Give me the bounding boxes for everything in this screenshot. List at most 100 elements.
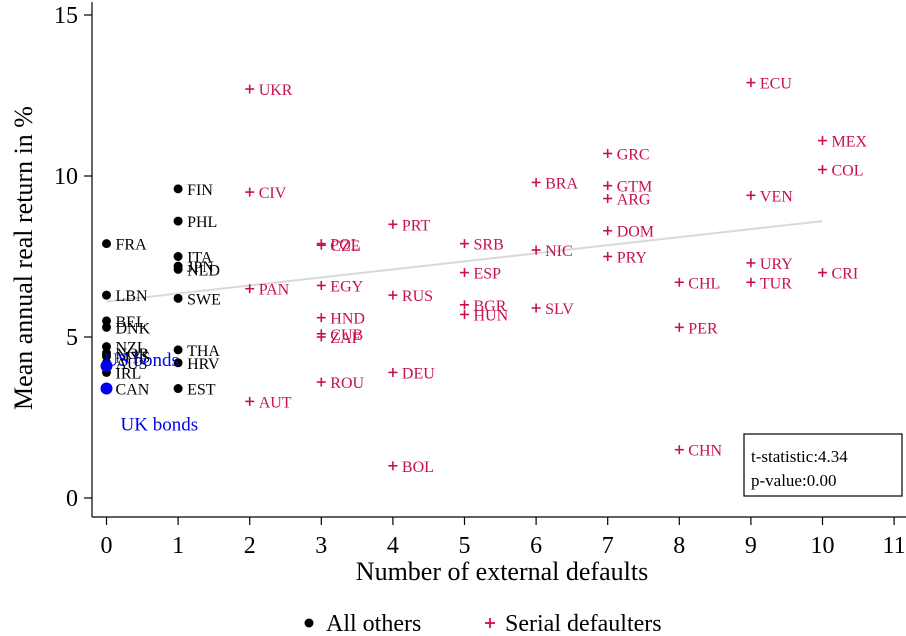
point-label-hrv: HRV <box>187 356 220 373</box>
point-label-swe: SWE <box>187 291 221 308</box>
x-tick-label-8: 8 <box>673 533 685 559</box>
point-label-ven: VEN <box>760 188 793 205</box>
point-label-dom: DOM <box>617 224 654 241</box>
y-tick-label-0: 0 <box>66 486 78 512</box>
y-tick-label-10: 10 <box>54 164 78 190</box>
legend-plus-marker <box>485 618 495 628</box>
point-label-arg: ARG <box>617 192 651 209</box>
point-nic <box>531 245 541 255</box>
x-tick-label-3: 3 <box>315 533 327 559</box>
point-label-mex: MEX <box>832 134 868 151</box>
point-label-mys: MYS <box>116 349 151 366</box>
x-tick-label-10: 10 <box>811 533 835 559</box>
point-prt <box>388 219 398 229</box>
axes: 0 1 2 3 4 5 6 7 8 9 10 11 0 5 10 15 <box>54 2 906 559</box>
point-aut <box>245 396 255 406</box>
legend: All others Serial defaulters <box>304 611 662 636</box>
point-label-bol: BOL <box>402 459 434 476</box>
legend-label-others: All others <box>326 611 421 636</box>
point-hrv <box>173 358 183 368</box>
point-label-hun: HUN <box>474 307 509 324</box>
point-label-ecu: ECU <box>760 76 792 93</box>
point-chn <box>674 445 684 455</box>
point-label-dnk: DNK <box>116 320 151 337</box>
benchmark-us-bonds-label: US bonds <box>105 350 179 371</box>
point-per <box>674 322 684 332</box>
point-swe <box>173 293 183 303</box>
point-label-nld: NLD <box>187 262 220 279</box>
point-ury <box>746 258 756 268</box>
stats-box-frame <box>743 433 903 497</box>
point-label-nor: NOR <box>116 346 150 363</box>
point-label-pry: PRY <box>617 250 648 267</box>
point-label-pan: PAN <box>259 282 290 299</box>
point-label-per: PER <box>688 320 718 337</box>
point-pry <box>603 252 613 261</box>
point-label-ita: ITA <box>187 250 213 267</box>
point-phl <box>173 216 183 226</box>
point-nzl <box>102 342 111 352</box>
point-bel <box>102 316 111 326</box>
point-label-jpn: JPN <box>187 259 214 276</box>
point-mys <box>102 351 111 361</box>
point-label-phl: PHL <box>187 214 217 231</box>
point-label-tha: THA <box>187 343 220 360</box>
point-label-prt: PRT <box>402 217 431 234</box>
point-label-ury: URY <box>760 256 793 273</box>
point-grc <box>603 148 613 158</box>
point-dom <box>603 226 613 236</box>
point-tha <box>173 345 183 355</box>
x-tick-label-9: 9 <box>745 533 757 559</box>
point-label-col: COL <box>832 163 864 180</box>
point-label-hnd: HND <box>330 311 365 328</box>
x-axis-title: Number of external defaults <box>356 557 648 586</box>
point-col <box>818 165 827 175</box>
point-label-fra: FRA <box>116 237 148 254</box>
fit-line <box>106 220 823 303</box>
point-nld <box>173 264 183 274</box>
point-hnd <box>316 313 326 323</box>
x-tick-label-0: 0 <box>101 533 113 559</box>
x-tick-label-7: 7 <box>602 533 614 559</box>
point-label-chl: CHL <box>688 275 720 292</box>
point-label-deu: DEU <box>402 365 435 382</box>
point-label-chn: CHN <box>688 443 722 460</box>
point-label-gtm: GTM <box>617 179 653 196</box>
point-ecu <box>746 78 756 88</box>
point-label-aut: AUT <box>259 394 292 411</box>
point-egy <box>316 280 326 290</box>
point-lbn <box>102 290 111 300</box>
point-label-nzl: NZL <box>116 340 147 357</box>
legend-label-serial: Serial defaulters <box>505 611 662 636</box>
point-pan <box>245 284 255 294</box>
point-cri <box>818 268 827 278</box>
x-tick-label-5: 5 <box>459 533 471 559</box>
point-label-fin: FIN <box>187 182 213 199</box>
point-cze <box>316 240 326 250</box>
point-slv <box>531 303 541 313</box>
point-tur <box>746 277 756 287</box>
point-chl <box>674 277 684 287</box>
benchmark-uk-bonds-marker <box>100 382 113 395</box>
point-label-rus: RUS <box>402 288 433 305</box>
x-tick-label-1: 1 <box>172 533 184 559</box>
point-label-esp: ESP <box>474 266 502 283</box>
point-rus <box>388 290 398 300</box>
point-civ <box>245 187 255 197</box>
point-label-est: EST <box>187 382 216 399</box>
point-deu <box>388 367 398 377</box>
p-value-text: p-value:0.00 <box>751 471 836 490</box>
point-label-cub: CUB <box>330 327 363 344</box>
point-bra <box>531 177 541 187</box>
point-label-zaf: ZAF <box>330 330 360 347</box>
point-label-civ: CIV <box>259 185 287 202</box>
point-label-bgr: BGR <box>474 298 507 315</box>
point-label-bra: BRA <box>545 175 578 192</box>
point-label-bel: BEL <box>116 314 146 331</box>
point-label-irl: IRL <box>116 365 142 382</box>
point-esp <box>460 268 469 278</box>
point-dnk <box>102 322 111 332</box>
point-label-slv: SLV <box>545 301 574 318</box>
point-label-cze: CZE <box>330 238 360 255</box>
